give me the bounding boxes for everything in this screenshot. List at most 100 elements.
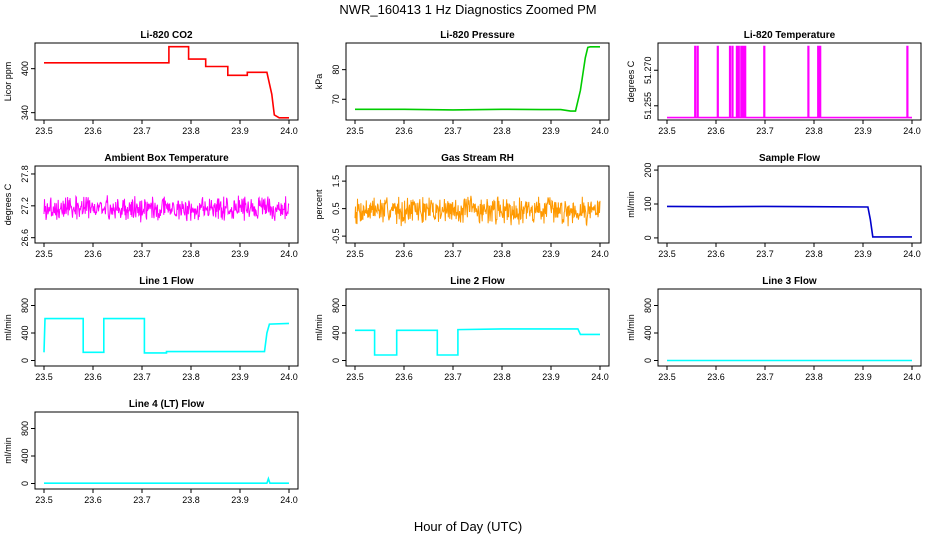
y-tick-label: 340 bbox=[20, 105, 30, 120]
series-line bbox=[44, 476, 289, 484]
x-tick-label: 24.0 bbox=[280, 249, 298, 259]
panel-1: Li-820 Pressure 23.5 23.6 23.7 23.8 23.9 24.0 7… bbox=[314, 30, 610, 136]
y-tick-label: 27.8 bbox=[20, 165, 30, 183]
x-tick-label: 23.7 bbox=[133, 126, 151, 136]
x-tick-label: 23.9 bbox=[542, 372, 560, 382]
panel-title: Line 2 Flow bbox=[450, 276, 505, 287]
panels: Li-820 CO2 23.5 23.6 23.7 23.8 23.9 24.0 340 400… bbox=[3, 30, 922, 505]
x-tick-label: 23.7 bbox=[756, 372, 774, 382]
panel-3: Ambient Box Temperature 23.5 23.6 23.7 23.8 2… bbox=[3, 153, 299, 259]
x-tick-label: 24.0 bbox=[903, 126, 921, 136]
x-tick-label: 23.6 bbox=[84, 249, 102, 259]
x-tick-label: 23.6 bbox=[84, 495, 102, 505]
panel-title: Li-820 Pressure bbox=[440, 30, 515, 41]
plot-box bbox=[34, 165, 299, 244]
x-tick-label: 23.9 bbox=[542, 249, 560, 259]
panel-6: Line 1 Flow 23.5 23.6 23.7 23.8 23.9 24.0 0 400 8… bbox=[3, 276, 299, 382]
x-tick-label: 23.7 bbox=[444, 249, 462, 259]
x-tick-label: 23.6 bbox=[84, 372, 102, 382]
x-tick-label: 23.7 bbox=[133, 495, 151, 505]
y-tick-label: 100 bbox=[643, 196, 653, 211]
y-tick-label: 800 bbox=[643, 298, 653, 313]
x-tick-label: 23.6 bbox=[395, 372, 413, 382]
y-axis-label: ml/min bbox=[626, 314, 636, 341]
series-line bbox=[43, 317, 290, 354]
plot-box bbox=[345, 42, 610, 121]
y-tick-label: 51.270 bbox=[643, 56, 653, 84]
x-tick-label: 23.8 bbox=[182, 249, 200, 259]
x-tick-label: 23.6 bbox=[707, 372, 725, 382]
y-axis-label: ml/min bbox=[314, 314, 324, 341]
series-line bbox=[43, 194, 290, 223]
panel-0: Li-820 CO2 23.5 23.6 23.7 23.8 23.9 24.0 340 400… bbox=[3, 30, 299, 136]
y-tick-label: 0.5 bbox=[331, 202, 341, 215]
y-tick-label: 400 bbox=[20, 325, 30, 340]
y-tick-label: 1.5 bbox=[331, 175, 341, 188]
panel-title: Li-820 Temperature bbox=[744, 30, 836, 41]
y-tick-label: 51.255 bbox=[643, 92, 653, 120]
x-tick-label: 23.5 bbox=[346, 372, 364, 382]
figure-title: NWR_160413 1 Hz Diagnostics Zoomed PM bbox=[339, 2, 596, 17]
y-axis-label: percent bbox=[314, 189, 324, 220]
x-tick-label: 23.9 bbox=[854, 249, 872, 259]
x-tick-label: 23.5 bbox=[35, 372, 53, 382]
x-tick-label: 23.7 bbox=[444, 126, 462, 136]
panel-2: Li-820 Temperature 23.5 23.6 23.7 23.8 23.9 24… bbox=[626, 30, 922, 136]
series-line bbox=[355, 46, 600, 112]
x-tick-label: 23.6 bbox=[707, 249, 725, 259]
panel-7: Line 2 Flow 23.5 23.6 23.7 23.8 23.9 24.0 0 400 8… bbox=[314, 276, 610, 382]
plot-box bbox=[345, 288, 610, 367]
x-tick-label: 24.0 bbox=[280, 126, 298, 136]
y-tick-label: 400 bbox=[331, 325, 341, 340]
x-tick-label: 23.8 bbox=[493, 249, 511, 259]
x-tick-label: 23.5 bbox=[658, 249, 676, 259]
x-tick-label: 23.7 bbox=[756, 249, 774, 259]
x-tick-label: 23.5 bbox=[346, 249, 364, 259]
y-tick-label: -0.5 bbox=[331, 228, 341, 244]
x-tick-label: 23.9 bbox=[231, 495, 249, 505]
x-tick-label: 23.8 bbox=[493, 372, 511, 382]
y-tick-label: 800 bbox=[20, 298, 30, 313]
x-tick-label: 23.6 bbox=[84, 126, 102, 136]
panel-title: Line 4 (LT) Flow bbox=[129, 399, 205, 410]
x-tick-label: 24.0 bbox=[903, 249, 921, 259]
x-tick-label: 23.8 bbox=[805, 372, 823, 382]
plot-box bbox=[34, 288, 299, 367]
x-tick-label: 23.5 bbox=[35, 249, 53, 259]
panel-title: Line 1 Flow bbox=[139, 276, 194, 287]
y-tick-label: 0 bbox=[20, 358, 30, 363]
plot-box bbox=[34, 42, 299, 121]
y-tick-label: 0 bbox=[643, 358, 653, 363]
plot-box bbox=[657, 288, 922, 367]
x-tick-label: 23.8 bbox=[805, 249, 823, 259]
y-axis-label: degrees C bbox=[3, 183, 13, 225]
x-tick-label: 23.5 bbox=[658, 126, 676, 136]
y-tick-label: 200 bbox=[643, 163, 653, 178]
plot-box bbox=[657, 42, 922, 121]
x-tick-label: 24.0 bbox=[903, 372, 921, 382]
y-tick-label: 400 bbox=[643, 325, 653, 340]
y-tick-label: 0 bbox=[643, 235, 653, 240]
y-axis-label: ml/min bbox=[3, 437, 13, 464]
y-axis-label: ml/min bbox=[626, 191, 636, 218]
y-tick-label: 400 bbox=[20, 61, 30, 76]
series-line bbox=[355, 328, 600, 356]
series-line bbox=[44, 45, 289, 119]
panel-title: Ambient Box Temperature bbox=[104, 153, 229, 164]
x-tick-label: 23.8 bbox=[182, 126, 200, 136]
x-tick-label: 23.9 bbox=[231, 249, 249, 259]
x-tick-label: 23.7 bbox=[133, 372, 151, 382]
x-tick-label: 23.9 bbox=[854, 372, 872, 382]
x-tick-label: 24.0 bbox=[591, 249, 609, 259]
x-tick-label: 23.9 bbox=[231, 126, 249, 136]
series-line bbox=[354, 195, 601, 227]
x-tick-label: 23.9 bbox=[542, 126, 560, 136]
panel-5: Sample Flow 23.5 23.6 23.7 23.8 23.9 24.0 0 100 2… bbox=[626, 153, 922, 259]
y-tick-label: 27.2 bbox=[20, 197, 30, 215]
panel-title: Li-820 CO2 bbox=[140, 30, 193, 41]
y-tick-label: 400 bbox=[20, 448, 30, 463]
x-tick-label: 23.5 bbox=[35, 126, 53, 136]
y-tick-label: 800 bbox=[331, 298, 341, 313]
panel-8: Line 3 Flow 23.5 23.6 23.7 23.8 23.9 24.0 0 400 8… bbox=[626, 276, 922, 382]
